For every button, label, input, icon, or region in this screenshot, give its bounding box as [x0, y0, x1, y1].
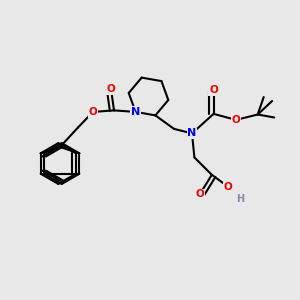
- Text: H: H: [236, 194, 244, 204]
- Text: O: O: [106, 84, 116, 94]
- Text: O: O: [209, 85, 218, 95]
- Text: N: N: [131, 107, 140, 117]
- Text: O: O: [88, 107, 98, 117]
- Text: N: N: [188, 128, 196, 138]
- Text: O: O: [232, 115, 241, 125]
- Text: O: O: [224, 182, 233, 192]
- Text: O: O: [195, 189, 204, 199]
